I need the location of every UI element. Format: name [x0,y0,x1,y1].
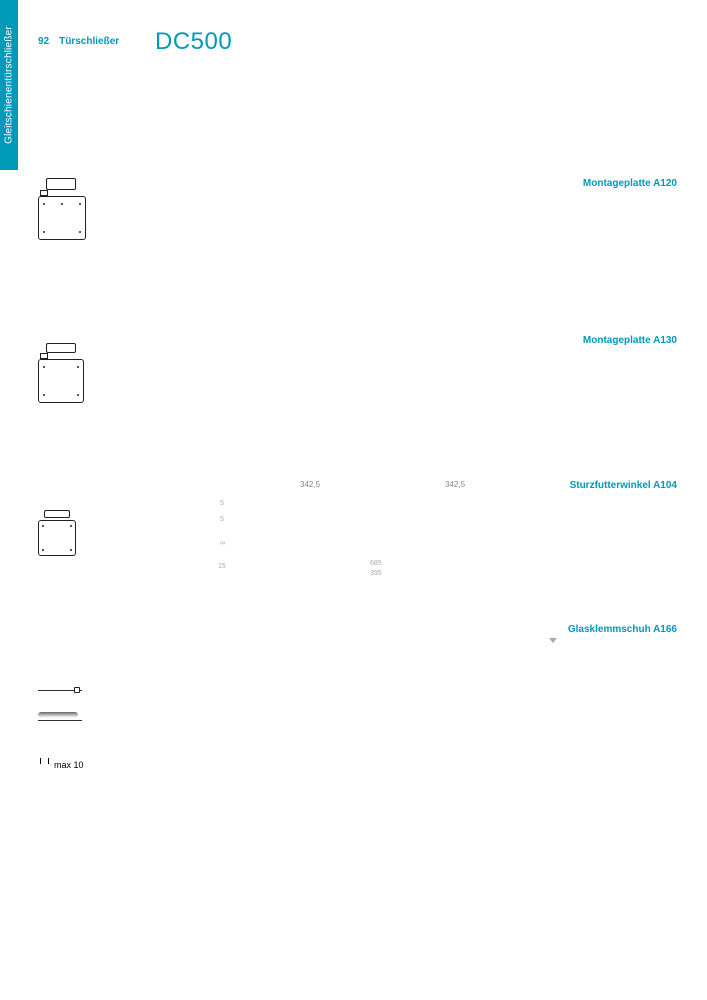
entry-title-a120: Montageplatte A120 [583,178,677,189]
side-tab: Gleitschienentürschließer [0,0,18,170]
dim-a104-l4: 15 [218,563,226,570]
page-number: 92 [38,36,49,47]
dim-a104-l1: 5 [220,500,224,507]
entry-title-a166: Glasklemmschuh A166 [568,624,677,635]
dim-a104-l2: 5 [220,516,224,523]
entry-title-a130: Montageplatte A130 [583,335,677,346]
tick-left [40,758,41,764]
glass-max-label: max 10 [54,760,84,770]
tick-right [48,758,49,764]
dim-a104-c2: 395 [370,570,382,577]
dim-a104-c1: 685 [370,560,382,567]
dim-a104-top-left: 342,5 [300,480,320,489]
thumb-a130 [38,343,84,387]
page-header: 92 Türschließer [38,36,119,47]
dim-a104-l3: ∞ [220,540,225,547]
thumb-a104 [38,510,76,546]
thumb-a120 [38,178,86,222]
product-code: DC500 [155,28,232,56]
section-label: Türschließer [59,36,119,47]
entry-title-a104: Sturzfutterwinkel A104 [570,480,677,491]
dim-a104-top-right: 342,5 [445,480,465,489]
side-tab-label: Gleitschienentürschließer [4,26,15,144]
a166-marker-icon [549,638,557,643]
